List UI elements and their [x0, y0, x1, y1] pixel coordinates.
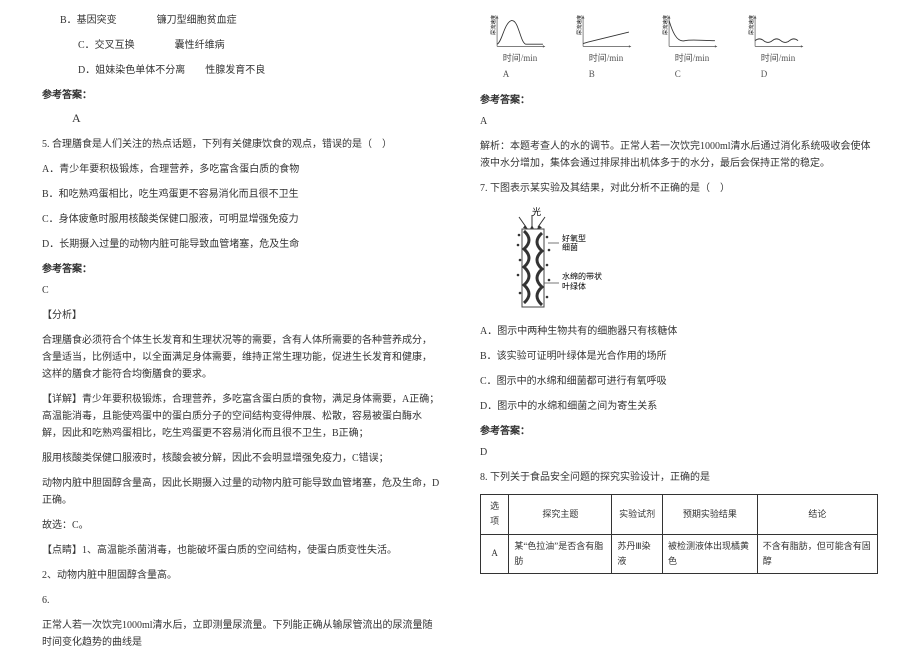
- chart-a-ylabel: 尿流速度: [490, 15, 497, 35]
- q6-num: 6.: [42, 592, 440, 609]
- diagram-label1a: 好氧型: [562, 233, 586, 243]
- td-1: 某“色拉油”是否含有脂肪: [509, 534, 612, 574]
- chart-a-curve: [497, 21, 543, 45]
- th-1: 探究主题: [509, 495, 612, 535]
- chart-d-curve: [755, 39, 798, 43]
- q4-option-c: C．交叉互换 囊性纤维病: [42, 37, 440, 54]
- td-3: 被检测液体出现橘黄色: [663, 534, 758, 574]
- q7-a: A．图示中两种生物共有的细胞器只有核糖体: [480, 323, 878, 340]
- th-0: 选项: [481, 495, 509, 535]
- point-row: 【点睛】1、高温能杀菌消毒，也能破坏蛋白质的空间结构，使蛋白质变性失活。: [42, 542, 440, 559]
- chart-row: 尿流速度 时间/min A 尿流速度 时间/min B 尿流速度: [480, 12, 878, 82]
- td-4: 不含有脂肪，但可能含有固醇: [757, 534, 877, 574]
- q5-c: C．身体疲惫时服用核酸类保健口服液，可明显增强免疫力: [42, 211, 440, 228]
- answer7-label: 参考答案：: [480, 423, 878, 440]
- point-label: 【点睛】: [42, 545, 82, 556]
- diagram-light-label: 光: [532, 206, 541, 217]
- detail-c: 服用核酸类保健口服液时，核酸会被分解，因此不会明显增强免疫力，C错误；: [42, 450, 440, 467]
- q5-b: B．和吃熟鸡蛋相比，吃生鸡蛋更不容易消化而且很不卫生: [42, 186, 440, 203]
- q5-d: D．长期摄入过量的动物内脏可能导致血管堵塞，危及生命: [42, 236, 440, 253]
- diagram-label1b: 细菌: [562, 242, 578, 252]
- q7-c: C．图示中的水绵和细菌都可进行有氧呼吸: [480, 373, 878, 390]
- detail-d: 动物内脏中胆固醇含量高，因此长期摄入过量的动物内脏可能导致血管堵塞，危及生命，D…: [42, 475, 440, 509]
- detail-a: 青少年要积极锻炼，合理营养，多吃富含蛋白质的食物，满足身体需要，A正确；高温能消…: [42, 394, 439, 439]
- chart-c-ylabel: 尿流速度: [662, 15, 669, 35]
- td-0: A: [481, 534, 509, 574]
- answer7-value: D: [480, 444, 878, 461]
- analysis-label: 【分析】: [42, 307, 440, 324]
- chart-d-xlabel: 时间/min: [761, 53, 796, 63]
- chart-c-xlabel: 时间/min: [675, 53, 710, 63]
- pick: 故选：C。: [42, 517, 440, 534]
- answer4-label: 参考答案：: [42, 87, 440, 104]
- chart-c-curve: [669, 21, 715, 41]
- answer6-label: 参考答案：: [480, 92, 878, 109]
- td-2: 苏丹Ⅲ染液: [612, 534, 663, 574]
- point1: 1、高温能杀菌消毒，也能破坏蛋白质的空间结构，使蛋白质变性失活。: [82, 545, 397, 556]
- analysis-text: 合理膳食必须符合个体生长发育和生理状况等的需要，含有人体所需要的各种营养成分，含…: [42, 332, 440, 383]
- left-column: B．基因突变 镰刀型细胞贫血症 C．交叉互换 囊性纤维病 D．姐妹染色单体不分离…: [30, 12, 460, 639]
- q6-text: 正常人若一次饮完1000ml清水后，立即测量尿流量。下列能正确从输尿管流出的尿流…: [42, 617, 440, 651]
- right-column: 尿流速度 时间/min A 尿流速度 时间/min B 尿流速度: [460, 12, 890, 639]
- q4-option-b: B．基因突变 镰刀型细胞贫血症: [42, 12, 440, 29]
- chart-b-xlabel: 时间/min: [589, 53, 624, 63]
- detail-label-a: 【详解】青少年要积极锻炼，合理营养，多吃富含蛋白质的食物，满足身体需要，A正确；…: [42, 391, 440, 442]
- point2: 2、动物内脏中胆固醇含量高。: [42, 567, 440, 584]
- answer4-value: A: [42, 108, 440, 128]
- explain6: 解析：本题考查人的水的调节。正常人若一次饮完1000ml清水后通过消化系统吸收会…: [480, 138, 878, 172]
- q5-a: A．青少年要积极锻炼，合理营养，多吃富含蛋白质的食物: [42, 161, 440, 178]
- diagram-label2a: 水绵的带状: [562, 271, 602, 281]
- answer6-value: A: [480, 113, 878, 130]
- chart-b-curve: [583, 32, 629, 43]
- q8-stem: 8. 下列关于食品安全问题的探究实验设计，正确的是: [480, 469, 878, 486]
- chart-d-ylabel: 尿流速度: [748, 15, 755, 35]
- q7-b: B．该实验可证明叶绿体是光合作用的场所: [480, 348, 878, 365]
- diagram-label2b: 叶绿体: [562, 281, 586, 291]
- chart-b-label: B: [589, 69, 595, 79]
- chart-d-label: D: [761, 69, 768, 79]
- th-4: 结论: [757, 495, 877, 535]
- q7-stem: 7. 下图表示某实验及其结果，对此分析不正确的是（ ）: [480, 180, 878, 197]
- answer5-label: 参考答案：: [42, 261, 440, 278]
- answer5-value: C: [42, 282, 440, 299]
- detail-label: 【详解】: [42, 394, 82, 405]
- chart-c-label: C: [675, 69, 681, 79]
- q8-table: 选项 探究主题 实验试剂 预期实验结果 结论 A 某“色拉油”是否含有脂肪 苏丹…: [480, 494, 878, 574]
- chart-d: 尿流速度 时间/min D: [738, 12, 818, 82]
- th-3: 预期实验结果: [663, 495, 758, 535]
- chart-a-label: A: [503, 69, 510, 79]
- q5-stem: 5. 合理膳食是人们关注的热点话题，下列有关健康饮食的观点，错误的是（ ）: [42, 136, 440, 153]
- chart-a-xlabel: 时间/min: [503, 53, 538, 63]
- q7-d: D．图示中的水绵和细菌之间为寄生关系: [480, 398, 878, 415]
- q7-diagram: 光 好氧型 细菌 水绵的带状 叶绿体: [504, 205, 624, 315]
- q4-option-d: D．姐妹染色单体不分离 性腺发育不良: [42, 62, 440, 79]
- chart-b: 尿流速度 时间/min B: [566, 12, 646, 82]
- th-2: 实验试剂: [612, 495, 663, 535]
- chart-c: 尿流速度 时间/min C: [652, 12, 732, 82]
- chart-b-ylabel: 尿流速度: [576, 15, 583, 35]
- chart-a: 尿流速度 时间/min A: [480, 12, 560, 82]
